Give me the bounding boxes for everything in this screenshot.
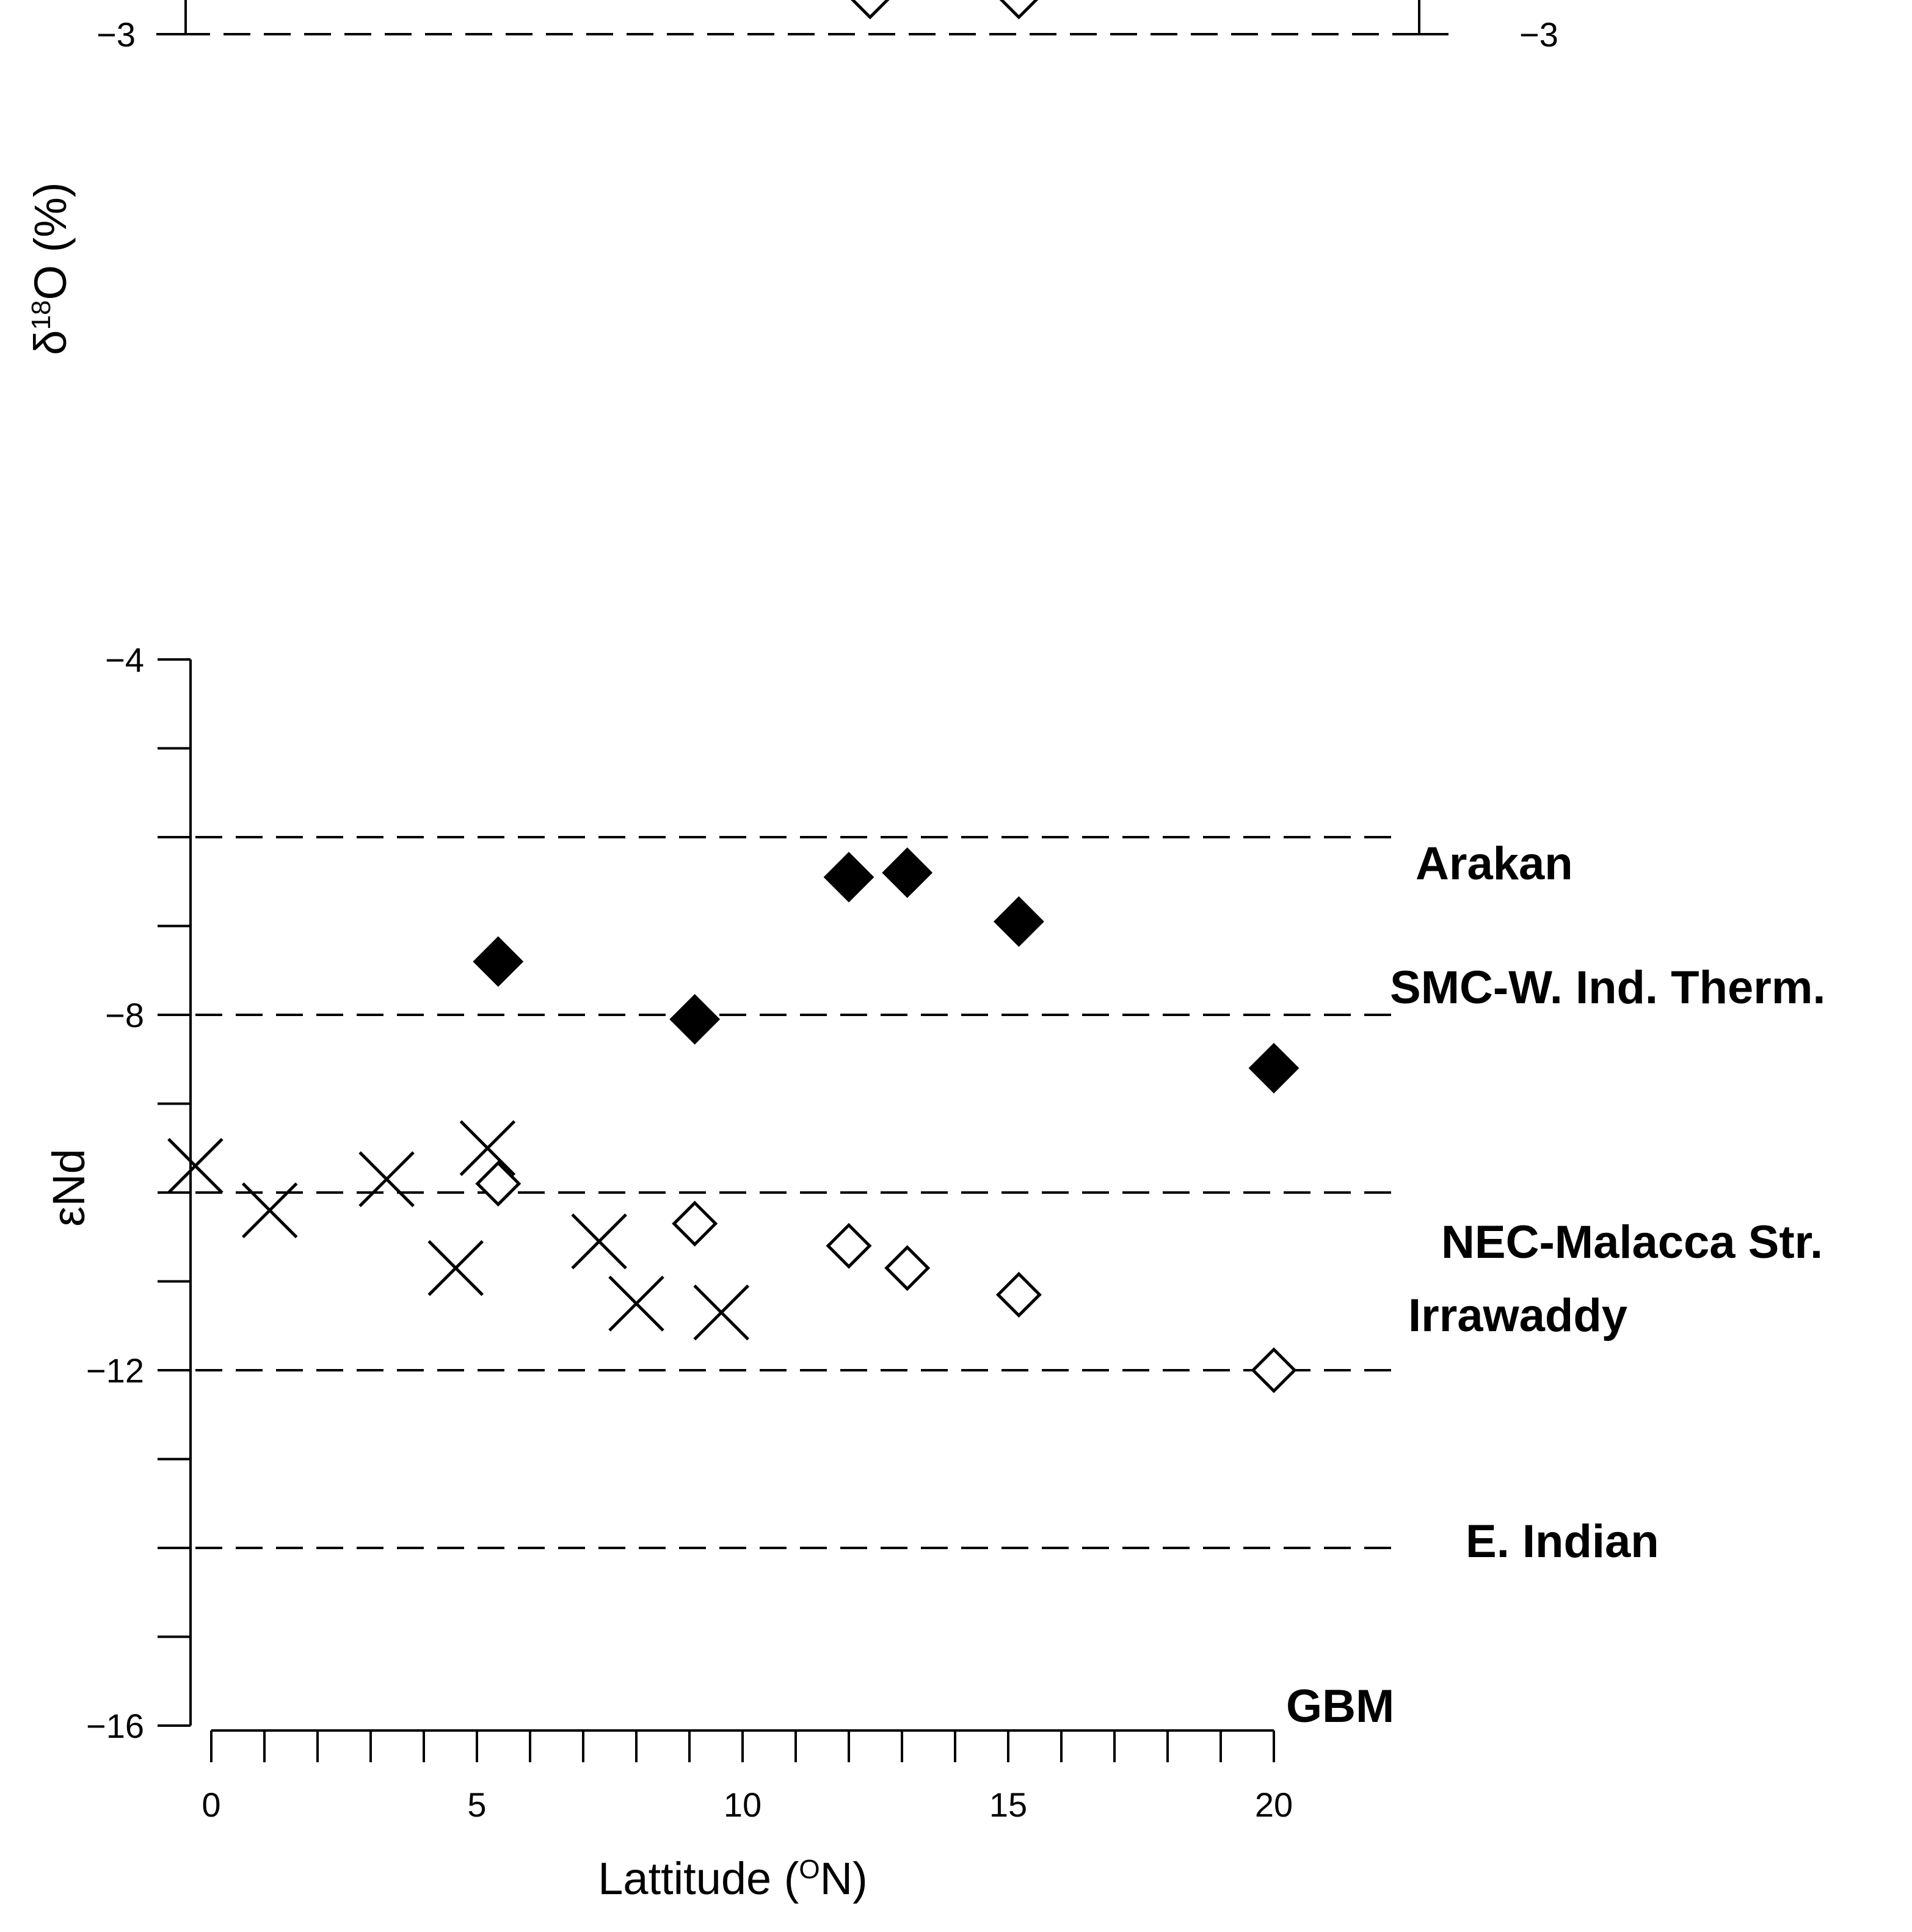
data-point-cross <box>358 1151 415 1207</box>
x-tick-label: 10 <box>724 1785 762 1824</box>
x-tick-label: 20 <box>1255 1785 1293 1824</box>
data-point-cross <box>459 1120 516 1177</box>
data-point-open-diamond <box>672 1200 718 1247</box>
data-point-cross <box>693 1284 749 1341</box>
data-markers <box>167 0 1300 1393</box>
label-e-indian: E. Indian <box>1466 1516 1659 1567</box>
bottom-panel-gridlines <box>195 836 1398 1549</box>
label-smc-w-ind-therm: SMC-W. Ind. Therm. <box>1390 962 1826 1014</box>
data-point-open-diamond <box>884 1245 931 1291</box>
data-point-open-diamond <box>475 1160 522 1207</box>
data-point-filled-diamond <box>882 847 933 898</box>
bottom-left-tick-label: −16 <box>86 1707 144 1745</box>
bottom-left-tick-label: −4 <box>105 641 144 679</box>
bottom-left-tick-label: −12 <box>86 1351 144 1390</box>
data-point-filled-diamond <box>993 896 1044 947</box>
data-point-cross <box>608 1276 664 1332</box>
label-arakan: Arakan <box>1416 838 1573 890</box>
data-point-cross <box>427 1240 484 1296</box>
bottom-left-tick-label: −8 <box>105 996 144 1034</box>
data-point-cross <box>167 1138 224 1194</box>
data-point-open-diamond <box>999 0 1039 20</box>
bottom-y-axis-title: εNd <box>43 1149 94 1227</box>
data-point-cross <box>241 1182 298 1238</box>
x-tick-label: 5 <box>467 1785 486 1824</box>
data-point-open-diamond <box>1251 1347 1297 1393</box>
top-left-tick-label: −3 <box>96 15 136 54</box>
data-point-open-diamond <box>995 1271 1042 1318</box>
label-irrawaddy: Irrawaddy <box>1408 1290 1627 1342</box>
data-point-filled-diamond <box>1248 1042 1300 1094</box>
data-point-filled-diamond <box>473 936 524 987</box>
data-point-cross <box>571 1213 627 1269</box>
x-tick-label: 0 <box>202 1785 220 1824</box>
top-right-tick-label: −3 <box>1519 15 1558 54</box>
x-axis-title: Lattitude (ON) <box>598 1853 867 1904</box>
data-point-filled-diamond <box>823 852 874 902</box>
data-point-filled-diamond <box>669 993 721 1045</box>
label-gbm: GBM <box>1286 1680 1394 1732</box>
x-tick-label: 15 <box>989 1785 1027 1824</box>
top-y-axis-title: δ18O (%) <box>25 182 76 355</box>
top-panel-gridlines <box>183 33 1420 35</box>
axes <box>156 0 1449 1762</box>
data-point-open-diamond <box>851 0 890 20</box>
label-nec-malacca-str: NEC-Malacca Str. <box>1441 1216 1823 1268</box>
data-point-open-diamond <box>826 1222 872 1269</box>
